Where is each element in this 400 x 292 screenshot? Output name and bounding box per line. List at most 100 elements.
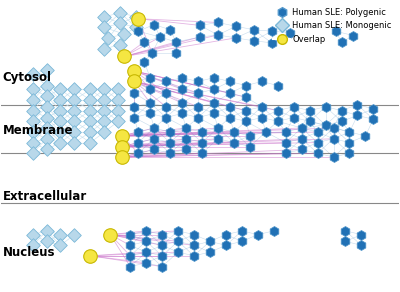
Point — [215, 136, 221, 141]
Point — [286, 30, 293, 35]
Point — [163, 105, 169, 109]
Point — [342, 239, 349, 244]
Point — [57, 98, 64, 102]
Point — [43, 239, 50, 244]
Point — [117, 21, 124, 26]
Text: Extracellular: Extracellular — [3, 190, 87, 203]
Point — [131, 115, 138, 120]
Point — [121, 32, 128, 36]
Point — [29, 243, 36, 248]
Point — [322, 105, 329, 109]
Point — [298, 126, 305, 130]
Point — [127, 264, 134, 269]
Point — [370, 107, 376, 111]
Point — [251, 39, 257, 43]
Point — [243, 83, 249, 88]
Point — [87, 119, 94, 124]
Point — [211, 87, 217, 92]
Point — [135, 151, 142, 156]
Point — [135, 130, 142, 134]
Point — [227, 79, 233, 84]
Point — [306, 108, 313, 113]
Text: Cytosol: Cytosol — [3, 71, 52, 84]
Point — [29, 108, 36, 113]
Point — [71, 119, 78, 124]
Point — [119, 133, 126, 138]
Point — [127, 232, 134, 237]
Point — [274, 83, 281, 88]
Point — [314, 130, 321, 134]
Point — [71, 87, 78, 92]
Point — [119, 155, 126, 159]
Point — [135, 16, 142, 21]
Point — [167, 27, 173, 32]
Point — [173, 40, 179, 44]
Point — [330, 136, 337, 141]
Point — [282, 130, 289, 134]
Point — [211, 75, 217, 80]
Point — [43, 115, 50, 120]
Point — [239, 229, 245, 233]
Point — [147, 87, 153, 92]
Point — [175, 250, 181, 254]
Point — [57, 140, 64, 145]
Point — [199, 151, 205, 156]
Point — [167, 140, 173, 145]
Point — [173, 51, 179, 55]
Point — [147, 111, 153, 116]
Point — [163, 115, 169, 120]
Point — [298, 147, 305, 152]
Point — [43, 67, 50, 72]
Point — [175, 239, 181, 244]
Point — [223, 243, 229, 248]
Point — [131, 91, 138, 95]
Point — [43, 147, 50, 152]
Point — [115, 119, 122, 124]
Point — [159, 253, 165, 258]
Point — [330, 155, 337, 159]
Point — [87, 140, 94, 145]
Point — [115, 108, 122, 113]
Point — [290, 105, 297, 109]
Point — [268, 41, 275, 45]
Point — [330, 126, 337, 130]
Point — [191, 243, 197, 248]
Point — [101, 25, 108, 30]
Point — [215, 20, 221, 25]
Point — [338, 108, 345, 113]
Point — [117, 11, 124, 15]
Point — [179, 75, 185, 80]
Point — [107, 232, 114, 237]
Point — [57, 130, 64, 134]
Point — [133, 14, 140, 19]
Point — [29, 72, 36, 76]
Point — [243, 119, 249, 124]
Point — [211, 111, 217, 116]
Point — [354, 113, 361, 118]
Point — [247, 144, 253, 149]
Point — [346, 140, 353, 145]
Point — [151, 22, 157, 27]
Point — [290, 115, 297, 120]
Point — [195, 91, 201, 95]
Point — [179, 111, 185, 116]
Point — [43, 94, 50, 98]
Point — [167, 130, 173, 134]
Point — [207, 250, 213, 254]
Point — [57, 87, 64, 92]
Point — [71, 130, 78, 134]
Point — [121, 54, 128, 59]
Point — [101, 14, 108, 19]
Point — [133, 25, 140, 30]
Point — [119, 144, 126, 149]
Point — [195, 105, 201, 109]
Point — [354, 102, 361, 107]
Point — [370, 117, 376, 121]
Point — [29, 151, 36, 156]
Legend: Human SLE: Polygenic, Human SLE: Monogenic, Overlap: Human SLE: Polygenic, Human SLE: Monogen… — [270, 5, 395, 47]
Point — [258, 115, 265, 120]
Point — [147, 75, 153, 80]
Point — [314, 151, 321, 156]
Point — [362, 133, 369, 138]
Point — [149, 51, 155, 55]
